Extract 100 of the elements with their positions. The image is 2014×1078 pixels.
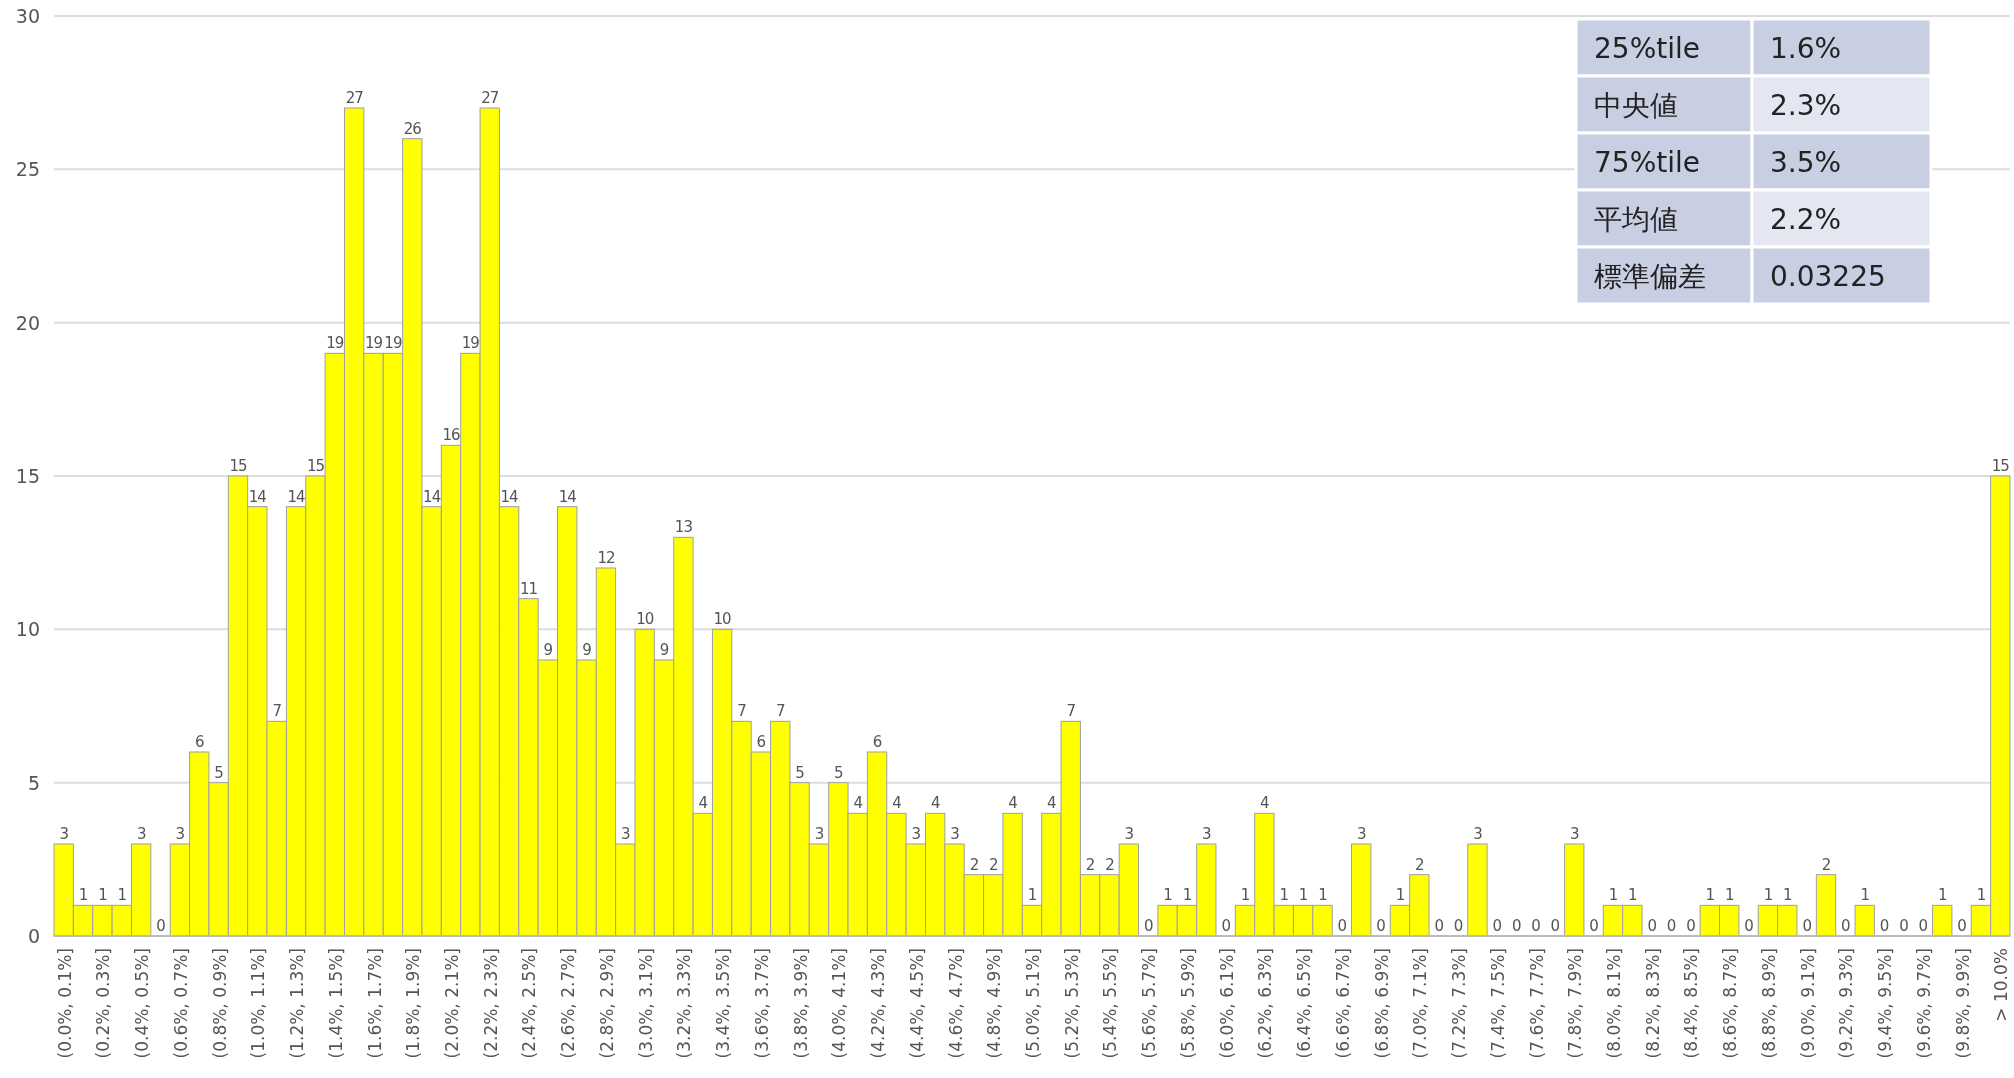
- data-label: 0: [1957, 917, 1967, 935]
- data-label: 3: [1473, 825, 1483, 843]
- annotation: 中央値: [1594, 88, 1678, 122]
- data-label: 4: [930, 794, 940, 813]
- data-label: 11: [519, 579, 538, 598]
- x-tick-label: (6.2%, 6.3%]: [1255, 948, 1276, 1059]
- data-label: 2: [1105, 855, 1115, 874]
- data-label: 1: [1395, 886, 1405, 905]
- x-tick-label: (1.4%, 1.5%]: [325, 948, 346, 1059]
- data-label: 3: [59, 825, 69, 843]
- annotation: 25%tile: [1594, 31, 1700, 65]
- x-tick-label: (4.2%, 4.3%]: [868, 948, 889, 1059]
- data-label: 19: [384, 334, 402, 353]
- x-tick-label: (0.0%, 0.1%]: [54, 948, 75, 1059]
- data-label: 15: [229, 457, 247, 475]
- x-tick-label: (2.4%, 2.5%]: [519, 948, 540, 1059]
- data-label: 0: [1918, 917, 1928, 935]
- data-label: 14: [558, 487, 577, 506]
- x-tick-label: (5.6%, 5.7%]: [1139, 948, 1160, 1059]
- data-label: 0: [1143, 917, 1153, 935]
- data-label: 3: [1202, 825, 1212, 843]
- x-tick-label: (5.4%, 5.5%]: [1100, 948, 1121, 1059]
- y-tick-label: 10: [15, 618, 40, 641]
- data-label: 1: [1860, 886, 1870, 905]
- annotation: 標準偏差: [1594, 259, 1706, 293]
- y-tick-label: 30: [15, 5, 40, 27]
- data-label: 14: [287, 487, 306, 506]
- data-label: 0: [1453, 917, 1463, 935]
- x-tick-label: (9.8%, 9.9%]: [1952, 948, 1973, 1059]
- data-label: 0: [1492, 917, 1502, 935]
- annotation: 2.3%: [1770, 88, 1842, 122]
- data-label: 7: [775, 702, 785, 721]
- data-label: 3: [950, 825, 960, 843]
- data-label: 0: [1841, 917, 1851, 935]
- data-label: 14: [500, 487, 519, 506]
- x-tick-label: (5.0%, 5.1%]: [1023, 948, 1043, 1059]
- data-label: 2: [1415, 855, 1425, 874]
- data-label: 26: [403, 119, 422, 138]
- data-label: 0: [1879, 917, 1889, 935]
- data-label: 0: [1511, 917, 1521, 935]
- x-tick-label: (2.6%, 2.7%]: [558, 948, 579, 1059]
- data-label: 15: [1991, 457, 2010, 475]
- x-tick-label: (6.8%, 6.9%]: [1371, 948, 1392, 1059]
- data-label: 9: [659, 641, 669, 659]
- x-tick-label: (7.8%, 7.9%]: [1565, 948, 1586, 1059]
- x-tick-label: (3.8%, 3.9%]: [790, 948, 811, 1059]
- x-tick-label: > 10.0%: [1991, 948, 2012, 1022]
- annotation: 0.03225: [1770, 259, 1886, 293]
- x-tick-label: (9.4%, 9.5%]: [1875, 948, 1896, 1059]
- data-label: 3: [136, 825, 146, 843]
- data-label: 5: [214, 763, 224, 782]
- data-label: 13: [674, 518, 693, 537]
- data-label: 15: [306, 457, 325, 475]
- annotation: 3.5%: [1770, 145, 1842, 179]
- x-tick-label: (9.2%, 9.3%]: [1836, 948, 1857, 1059]
- data-label: 1: [1163, 886, 1173, 905]
- x-tick-label: (5.2%, 5.3%]: [1061, 948, 1082, 1059]
- x-tick-label: (7.4%, 7.5%]: [1487, 948, 1508, 1059]
- data-label: 19: [326, 334, 344, 353]
- data-label: 2: [1821, 855, 1831, 874]
- data-label: 0: [1376, 917, 1386, 935]
- data-label: 1: [1937, 886, 1947, 905]
- data-label: 7: [272, 702, 282, 721]
- x-tick-label: (5.8%, 5.9%]: [1177, 948, 1198, 1059]
- data-label: 5: [795, 763, 805, 782]
- bar: [1932, 904, 1953, 937]
- data-label: 16: [442, 426, 461, 445]
- x-tick-label: (1.8%, 1.9%]: [403, 948, 424, 1059]
- data-label: 0: [1434, 917, 1444, 935]
- data-label: 1: [1763, 886, 1773, 905]
- x-tick-label: (9.6%, 9.7%]: [1913, 948, 1934, 1059]
- data-label: 4: [892, 794, 902, 813]
- x-tick-label: (2.8%, 2.9%]: [596, 948, 617, 1059]
- x-tick-label: (3.6%, 3.7%]: [751, 948, 772, 1059]
- x-tick-label: (7.0%, 7.1%]: [1410, 948, 1431, 1059]
- x-tick-label: (6.4%, 6.5%]: [1294, 948, 1315, 1059]
- x-tick-label: (7.2%, 7.3%]: [1449, 948, 1470, 1059]
- x-tick-label: (8.2%, 8.3%]: [1642, 948, 1663, 1059]
- y-tick-label: 25: [15, 158, 40, 181]
- data-label: 19: [461, 334, 480, 353]
- data-label: 3: [911, 825, 921, 843]
- x-tick-label: (1.6%, 1.7%]: [364, 948, 385, 1059]
- data-label: 6: [756, 733, 766, 751]
- data-label: 1: [1705, 886, 1715, 905]
- data-label: 4: [698, 794, 708, 813]
- data-label: 1: [1608, 886, 1618, 905]
- x-tick-label: (6.6%, 6.7%]: [1332, 948, 1353, 1059]
- x-tick-label: (1.0%, 1.1%]: [248, 948, 269, 1059]
- data-label: 12: [597, 549, 615, 567]
- data-label: 9: [582, 641, 592, 659]
- annotation: 75%tile: [1594, 145, 1700, 179]
- x-tick-label: (4.4%, 4.5%]: [906, 948, 927, 1059]
- data-label: 3: [814, 825, 824, 843]
- annotation: 1.6%: [1770, 31, 1842, 65]
- x-tick-label: (4.8%, 4.9%]: [984, 948, 1005, 1059]
- data-label: 5: [834, 763, 844, 782]
- data-label: 1: [1628, 886, 1638, 905]
- x-tick-label: (2.2%, 2.3%]: [480, 948, 501, 1059]
- data-label: 1: [98, 886, 108, 905]
- data-label: 27: [481, 89, 499, 107]
